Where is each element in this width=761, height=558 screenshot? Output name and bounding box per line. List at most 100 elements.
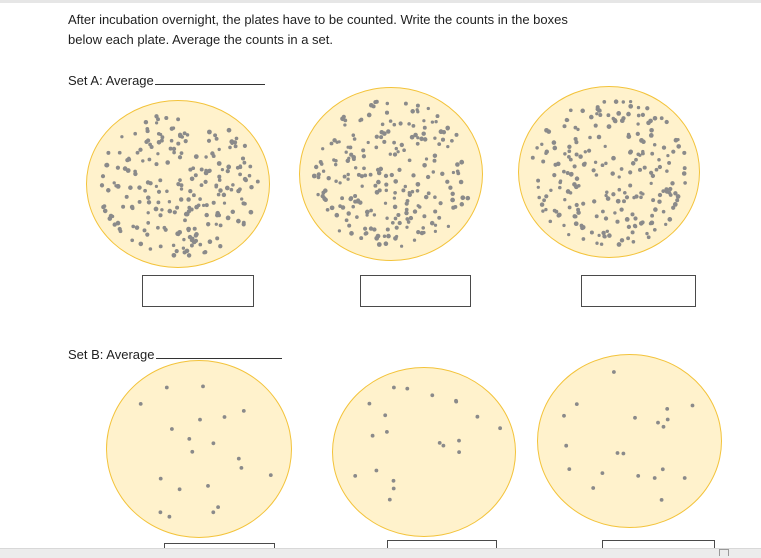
- colony-dot: [639, 191, 643, 195]
- colony-dot: [562, 169, 566, 174]
- colony-dot: [356, 172, 361, 177]
- colony-dot: [611, 155, 616, 161]
- colony-dot: [186, 226, 191, 232]
- colony-dot: [421, 131, 426, 136]
- colony-dot: [432, 158, 437, 163]
- colony-dot: [233, 144, 238, 149]
- colony-dot: [101, 205, 106, 210]
- colony-dot: [600, 471, 605, 475]
- colony-dot: [384, 110, 390, 115]
- colony-dot: [535, 146, 539, 150]
- colony-dot: [648, 133, 654, 138]
- colony-dot: [120, 135, 124, 139]
- colony-dot: [574, 152, 579, 157]
- colony-dot: [191, 193, 196, 198]
- colony-dot: [236, 188, 241, 194]
- colony-dot: [170, 427, 174, 431]
- colony-dot: [552, 173, 557, 178]
- colony-dot: [616, 242, 622, 247]
- colony-dot: [599, 242, 604, 246]
- colony-dot: [394, 146, 398, 151]
- colony-dot: [593, 123, 598, 128]
- colony-dot: [368, 172, 373, 177]
- colony-dot: [621, 100, 625, 104]
- colony-dot: [137, 185, 142, 190]
- colony-dot: [226, 164, 232, 170]
- colony-dot: [185, 133, 190, 137]
- colony-dot: [412, 209, 418, 214]
- colony-dot: [207, 129, 212, 135]
- colony-dot: [145, 127, 150, 131]
- colony-dot: [649, 128, 654, 133]
- colony-dot: [366, 112, 372, 118]
- colony-dot: [613, 99, 619, 104]
- set-b-average-line[interactable]: [155, 344, 282, 359]
- colony-dot: [626, 111, 631, 117]
- colony-dot: [158, 178, 163, 183]
- colony-dot: [617, 187, 622, 192]
- colony-dot: [218, 188, 223, 193]
- set-a-plate-2-count-box[interactable]: [360, 275, 471, 307]
- set-a-plate-1-count-box[interactable]: [142, 275, 254, 307]
- colony-dot: [337, 140, 341, 144]
- set-a-average-line[interactable]: [154, 70, 265, 85]
- colony-dot: [102, 208, 108, 214]
- colony-dot: [177, 155, 183, 160]
- colony-dot: [347, 223, 352, 228]
- colony-dot: [682, 166, 687, 171]
- colony-dot: [181, 246, 186, 250]
- colony-dot: [186, 197, 191, 202]
- colony-dot: [665, 169, 669, 173]
- colony-dot: [552, 208, 557, 213]
- colony-dot: [138, 147, 143, 152]
- colony-dot: [385, 101, 390, 106]
- colony-dot: [374, 189, 380, 195]
- colony-dot: [587, 148, 592, 153]
- colony-dot: [199, 183, 204, 187]
- colony-dot: [393, 216, 398, 221]
- colony-dot: [214, 222, 218, 226]
- colony-dot: [158, 476, 163, 481]
- colony-dot: [206, 169, 211, 174]
- colony-dot: [673, 191, 678, 196]
- set-a-label: Set A: Average: [68, 70, 265, 88]
- colony-dot: [612, 370, 616, 374]
- colony-dot: [613, 119, 618, 124]
- colony-dot: [240, 197, 244, 201]
- colony-dot: [438, 201, 443, 206]
- colony-dot: [605, 190, 609, 195]
- colony-dot: [624, 195, 630, 200]
- colony-dot: [624, 217, 630, 222]
- colony-dot: [231, 183, 235, 187]
- colony-dot: [179, 187, 184, 191]
- colony-dot: [423, 194, 429, 200]
- colony-dot: [182, 237, 186, 242]
- colony-dot: [565, 118, 570, 122]
- colony-dot: [651, 198, 656, 203]
- colony-dot: [346, 172, 350, 177]
- colony-dot: [450, 138, 454, 143]
- colony-dot: [459, 202, 465, 207]
- colony-dot: [164, 385, 169, 390]
- colony-dot: [199, 167, 204, 172]
- colony-dot: [399, 142, 404, 148]
- colony-dot: [216, 161, 222, 166]
- colony-dot: [193, 173, 198, 178]
- colony-dot: [568, 157, 573, 162]
- colony-dot: [359, 117, 364, 122]
- colony-dot: [633, 415, 637, 420]
- set-a-plate-3-colonies: [530, 99, 687, 247]
- colony-dot: [421, 226, 425, 230]
- colony-dot: [318, 160, 323, 164]
- colony-dot: [366, 140, 370, 145]
- colony-dot: [316, 192, 320, 197]
- colony-dot: [218, 244, 223, 249]
- colony-dot: [411, 173, 416, 178]
- set-a-plate-3-count-box[interactable]: [581, 275, 696, 307]
- colony-dot: [329, 205, 335, 211]
- colony-dot: [640, 220, 645, 225]
- colony-dot: [332, 158, 336, 162]
- colony-dot: [385, 430, 389, 434]
- colony-dot: [565, 171, 570, 175]
- colony-dot: [215, 236, 220, 241]
